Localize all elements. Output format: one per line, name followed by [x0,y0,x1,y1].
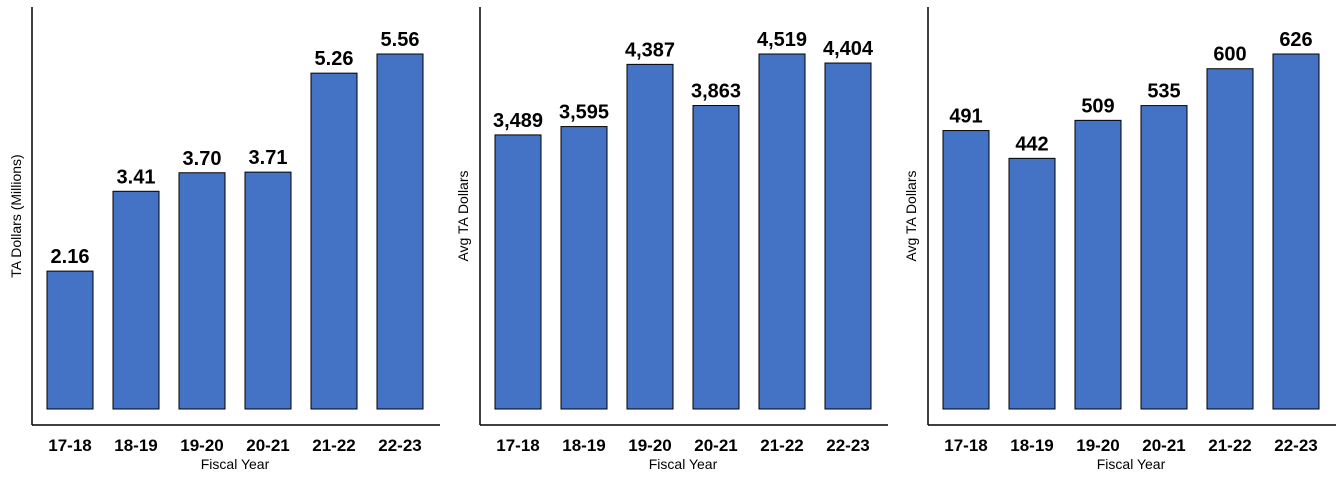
bar [626,63,674,410]
bar [1008,157,1056,410]
x-tick-label: 22-23 [378,436,421,455]
x-tick-label: 20-21 [1142,436,1185,455]
data-label: 4,519 [757,29,807,51]
bar [1272,53,1320,410]
x-tick-label: 19-20 [628,436,671,455]
bar [244,171,292,410]
x-tick-label: 20-21 [246,436,289,455]
bar [824,62,872,410]
x-tick-label: 19-20 [1076,436,1119,455]
x-tick-label: 18-19 [1010,436,1053,455]
data-label: 3.41 [117,166,156,188]
x-tick-label: 21-22 [312,436,355,455]
data-label: 2.16 [51,246,90,268]
bar [178,172,226,410]
chart-panel-avg-ta-dollars: Avg TA Dollars Fiscal Year 3,489 17-18 3,5… [455,7,888,472]
bar [758,53,806,410]
bar [310,72,358,410]
x-tick-label: 19-20 [180,436,223,455]
data-label: 4,404 [823,38,874,60]
data-label: 442 [1015,133,1048,155]
x-tick-label: 18-19 [114,436,157,455]
x-tick-label: 17-18 [944,436,987,455]
x-tick-label: 22-23 [826,436,869,455]
data-label: 3,595 [559,102,609,124]
bar [1140,105,1188,410]
chart-panel-avg-ta-dollars-2: Avg TA Dollars Fiscal Year 491 17-18 442 18… [903,7,1336,472]
data-label: 5.26 [315,48,354,70]
x-tick-label: 18-19 [562,436,605,455]
chart-panel-ta-dollars: TA Dollars (Millions) Fiscal Year 2.16 17… [8,7,440,472]
x-axis-label: Fiscal Year [1097,456,1166,472]
bar [1206,68,1254,410]
y-axis-label: Avg TA Dollars [903,170,919,261]
x-tick-label: 22-23 [1274,436,1317,455]
data-label: 491 [949,106,982,128]
x-tick-label: 17-18 [48,436,91,455]
bar [1074,119,1122,410]
data-label: 3.70 [183,148,222,170]
x-axis-label: Fiscal Year [201,456,270,472]
bar [112,190,160,410]
bar [692,105,740,410]
data-label: 626 [1279,29,1312,51]
data-label: 3,489 [493,110,543,132]
bar [46,270,94,410]
data-label: 5.56 [381,29,420,51]
data-label: 509 [1081,95,1114,117]
bar [560,126,608,410]
data-label: 3.71 [249,147,288,169]
bar [494,134,542,410]
x-tick-label: 21-22 [1208,436,1251,455]
x-tick-label: 21-22 [760,436,803,455]
x-axis-label: Fiscal Year [649,456,718,472]
data-label: 535 [1147,81,1180,103]
x-tick-label: 20-21 [694,436,737,455]
data-label: 3,863 [691,81,741,103]
y-axis-label: Avg TA Dollars [455,170,471,261]
bar [376,53,424,410]
y-axis-label: TA Dollars (Millions) [8,154,24,277]
x-tick-label: 17-18 [496,436,539,455]
bar [942,130,990,410]
data-label: 600 [1213,44,1246,66]
data-label: 4,387 [625,39,675,61]
